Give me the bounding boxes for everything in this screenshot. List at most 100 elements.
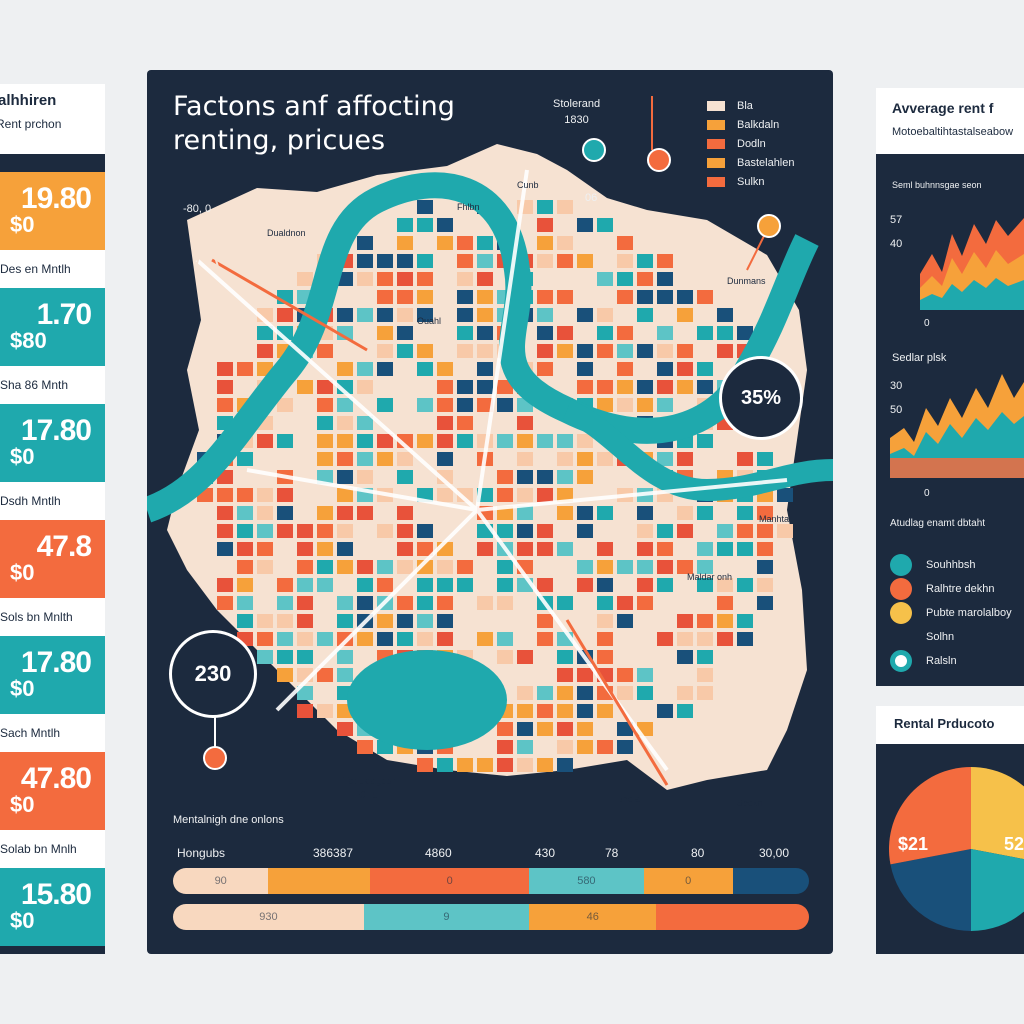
city-block <box>397 308 413 322</box>
bar-label-3: 430 <box>535 846 556 860</box>
city-block <box>757 596 773 610</box>
city-block <box>717 326 733 340</box>
chart1-label: Seml buhnnsgae seon <box>892 180 982 190</box>
city-block <box>277 614 293 628</box>
city-block <box>617 254 633 268</box>
city-block <box>517 416 533 430</box>
city-block <box>537 236 553 250</box>
stacked-bar-segment-label: 930 <box>259 911 278 923</box>
city-block <box>497 632 513 646</box>
city-block <box>237 614 253 628</box>
city-block <box>397 506 413 520</box>
city-block <box>317 470 333 484</box>
city-block <box>777 488 793 502</box>
pie-slice <box>890 849 971 931</box>
city-block <box>697 380 713 394</box>
city-block <box>577 506 593 520</box>
average-rent-header: Avverage rent f Motoebaltihtastalseabow <box>876 88 1024 154</box>
city-block <box>277 524 293 538</box>
city-block <box>337 542 353 556</box>
city-block <box>597 506 613 520</box>
stacked-bar-segment-label: 0 <box>685 875 692 887</box>
city-block <box>557 704 573 718</box>
city-block <box>357 578 373 592</box>
city-block <box>317 434 333 448</box>
rent-card-price: 1.70 <box>36 298 92 331</box>
average-rent-panel: Avverage rent f Motoebaltihtastalseabow … <box>876 88 1024 686</box>
legend-heading: Stolerand 1830 <box>553 96 600 128</box>
river-branch <box>562 399 833 502</box>
city-block <box>317 704 333 718</box>
city-block <box>697 542 713 556</box>
city-block <box>697 632 713 646</box>
city-block <box>417 578 433 592</box>
city-block <box>637 578 653 592</box>
bar-label-1: 386387 <box>313 846 354 860</box>
city-block <box>617 668 633 682</box>
legend-label: Bla <box>737 99 753 112</box>
city-block <box>637 380 653 394</box>
city-block <box>337 488 353 502</box>
city-block <box>457 434 473 448</box>
map-pin-icon <box>582 138 606 162</box>
rent-card-price: 15.80 <box>20 878 92 911</box>
city-block <box>577 524 593 538</box>
city-block <box>537 290 553 304</box>
city-block <box>757 542 773 556</box>
pie-legend-dot <box>890 554 912 576</box>
city-block <box>677 704 693 718</box>
city-block <box>497 380 513 394</box>
city-block <box>417 398 433 412</box>
city-block <box>477 362 493 376</box>
city-block <box>457 398 473 412</box>
city-block <box>477 236 493 250</box>
city-block <box>437 218 453 232</box>
rent-card: 15.80 $0 <box>0 868 105 946</box>
city-block <box>377 560 393 574</box>
city-block <box>697 290 713 304</box>
city-block <box>537 434 553 448</box>
city-block <box>417 434 433 448</box>
city-block <box>417 758 433 772</box>
city-block <box>257 506 273 520</box>
legend-item: Dodln <box>707 134 795 153</box>
pie-legend-item: Ralhtre dekhn <box>890 578 995 600</box>
city-block <box>557 254 573 268</box>
city-block <box>377 632 393 646</box>
city-block <box>677 632 693 646</box>
city-map-panel: Factons anf affocting renting, pricues S… <box>147 70 833 954</box>
legend-label: Sulkn <box>737 175 765 188</box>
city-block <box>517 704 533 718</box>
chart2-label: Sedlar plsk <box>892 352 947 364</box>
map-label-ne: Dunmans <box>727 276 766 286</box>
city-block <box>337 452 353 466</box>
rent-card-unit: $0 <box>10 676 35 701</box>
city-block <box>377 254 393 268</box>
city-block <box>477 380 493 394</box>
area-chart-2 <box>890 374 1024 478</box>
city-block <box>577 452 593 466</box>
legend-swatch <box>707 176 725 187</box>
city-block <box>597 344 613 358</box>
city-block <box>597 272 613 286</box>
city-block <box>697 506 713 520</box>
city-block <box>537 758 553 772</box>
city-block <box>737 524 753 538</box>
city-block <box>357 272 373 286</box>
city-block <box>757 578 773 592</box>
city-block <box>257 560 273 574</box>
city-block <box>577 560 593 574</box>
city-block <box>397 272 413 286</box>
city-block <box>537 722 553 736</box>
city-block <box>537 362 553 376</box>
city-block <box>657 452 673 466</box>
city-block <box>497 560 513 574</box>
city-block <box>357 560 373 574</box>
rent-card-label: Sach Mntlh <box>0 714 105 752</box>
city-block <box>297 542 313 556</box>
rent-card-unit: $0 <box>10 560 35 585</box>
city-block <box>497 596 513 610</box>
city-block <box>717 524 733 538</box>
city-block <box>657 254 673 268</box>
city-block <box>217 578 233 592</box>
